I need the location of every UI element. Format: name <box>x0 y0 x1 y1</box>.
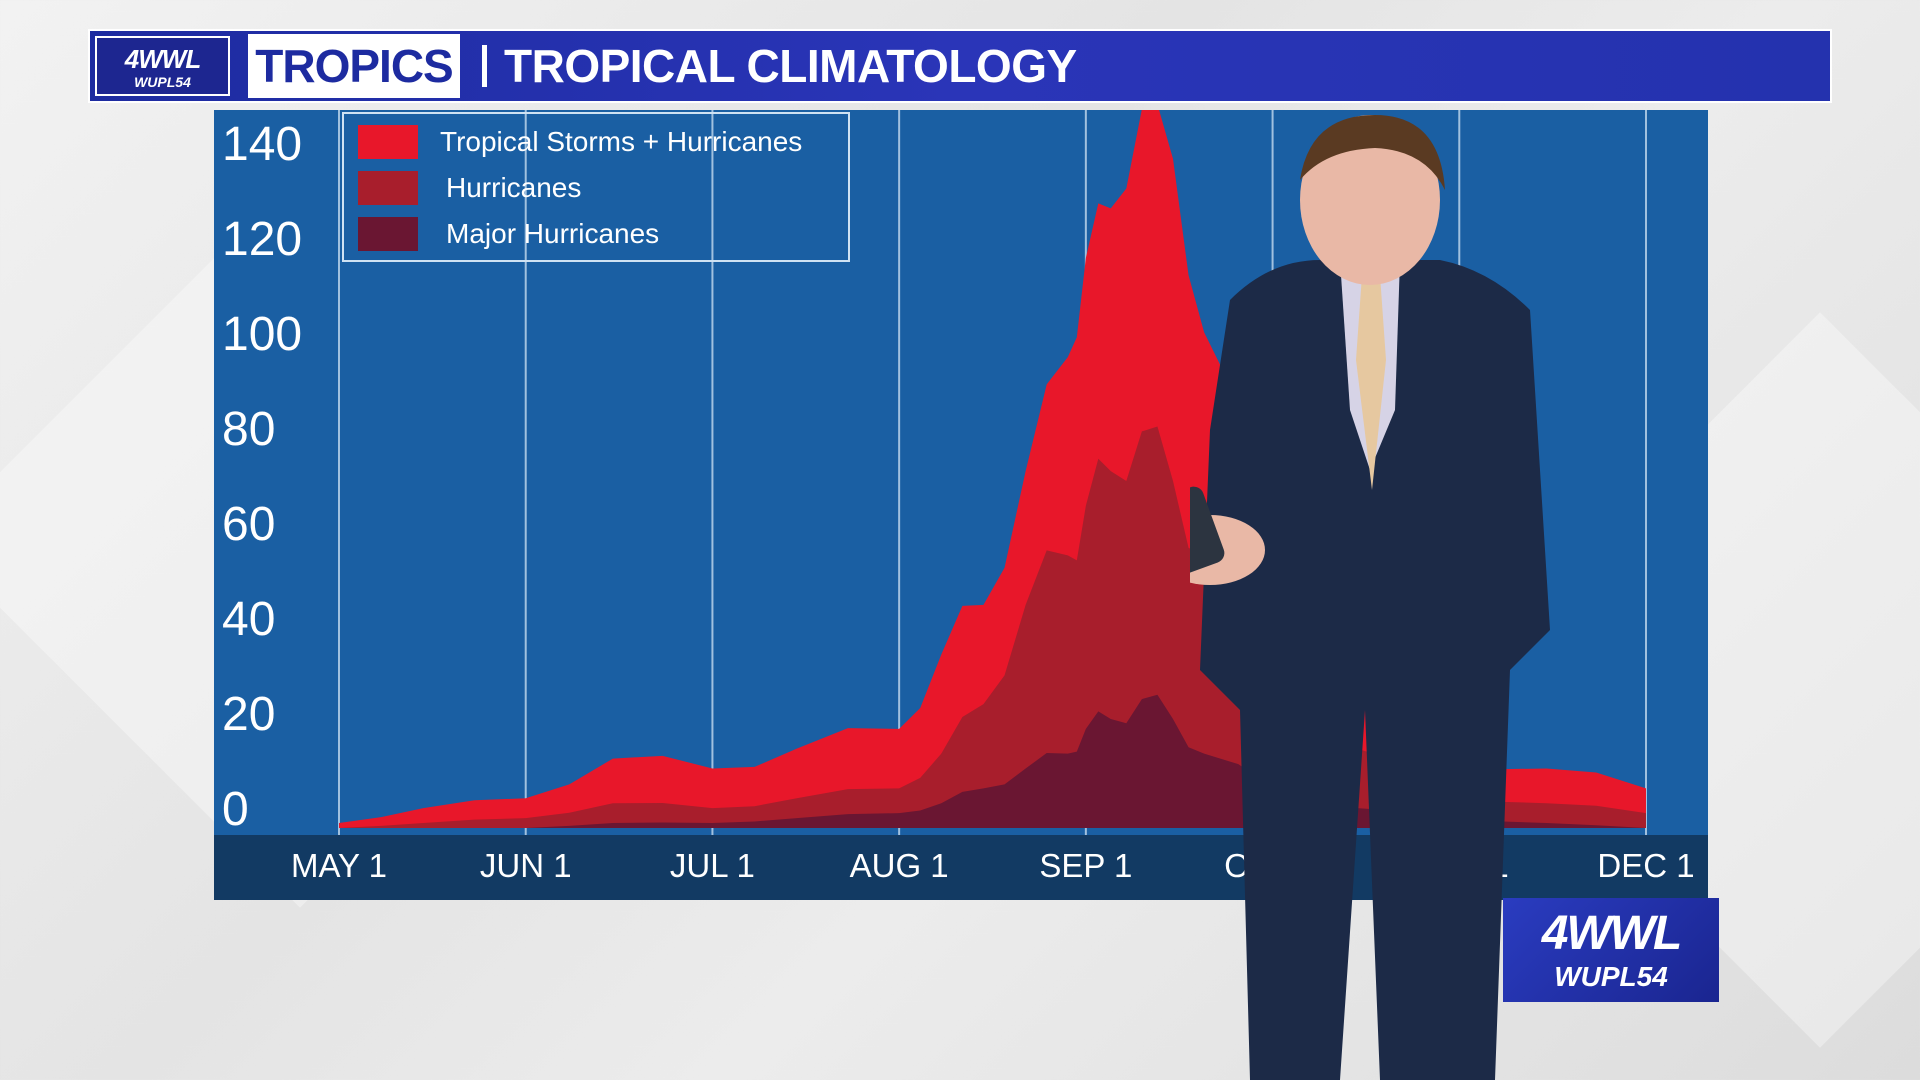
page-title: TROPICAL CLIMATOLOGY <box>482 34 1077 98</box>
y-tick-label: 0 <box>222 783 249 836</box>
corner-logo-sub: WUPL54 <box>1554 961 1668 992</box>
x-tick-label: JUL 1 <box>670 847 755 884</box>
title-separator <box>482 45 487 87</box>
legend-swatch-tropical <box>358 125 418 159</box>
presenter-clicker <box>1190 486 1225 576</box>
corner-station-logo: 4WWL WUPL54 <box>1503 898 1719 1002</box>
page-title-text: TROPICAL CLIMATOLOGY <box>504 40 1077 92</box>
chart-legend: Tropical Storms + Hurricanes Hurricanes … <box>342 112 850 262</box>
x-tick-label: DEC 1 <box>1597 847 1694 884</box>
presenter-hair <box>1300 115 1445 190</box>
legend-swatch-hurricanes <box>358 171 418 205</box>
y-tick-label: 100 <box>222 308 302 361</box>
corner-logo-main: 4WWL <box>1541 907 1683 960</box>
x-tick-label: SEP 1 <box>1039 847 1132 884</box>
presenter-head <box>1300 115 1440 285</box>
y-tick-label: 120 <box>222 213 302 266</box>
logo-sub-text: WUPL54 <box>134 74 191 90</box>
y-tick-labels: 0 20 40 60 80 100 120 140 <box>222 118 302 836</box>
title-bar: 4WWL WUPL54 TROPICS TROPICAL CLIMATOLOGY <box>88 29 1832 103</box>
x-tick-label: AUG 1 <box>850 847 949 884</box>
y-tick-label: 60 <box>222 498 275 551</box>
legend-label-tropical: Tropical Storms + Hurricanes <box>440 126 803 157</box>
legend-item-major: Major Hurricanes <box>358 214 659 254</box>
presenter-tie <box>1356 275 1386 490</box>
y-tick-label: 140 <box>222 118 302 171</box>
legend-item-tropical: Tropical Storms + Hurricanes <box>358 122 802 162</box>
legend-item-hurricanes: Hurricanes <box>358 168 581 208</box>
area-major-hurricanes <box>339 694 1646 828</box>
y-tick-label: 40 <box>222 593 275 646</box>
legend-label-hurricanes: Hurricanes <box>446 172 582 203</box>
presenter-suit <box>1200 260 1550 1080</box>
legend-label-major: Major Hurricanes <box>446 218 660 249</box>
presenter-figure <box>1190 115 1550 1080</box>
x-tick-label: JUN 1 <box>480 847 572 884</box>
y-tick-label: 80 <box>222 403 275 456</box>
y-tick-label: 20 <box>222 688 275 741</box>
x-tick-label: MAY 1 <box>291 847 387 884</box>
logo-main-text: 4WWL <box>124 44 201 74</box>
legend-swatch-major <box>358 217 418 251</box>
segment-label: TROPICS <box>248 34 460 98</box>
station-logo: 4WWL WUPL54 <box>95 36 230 96</box>
